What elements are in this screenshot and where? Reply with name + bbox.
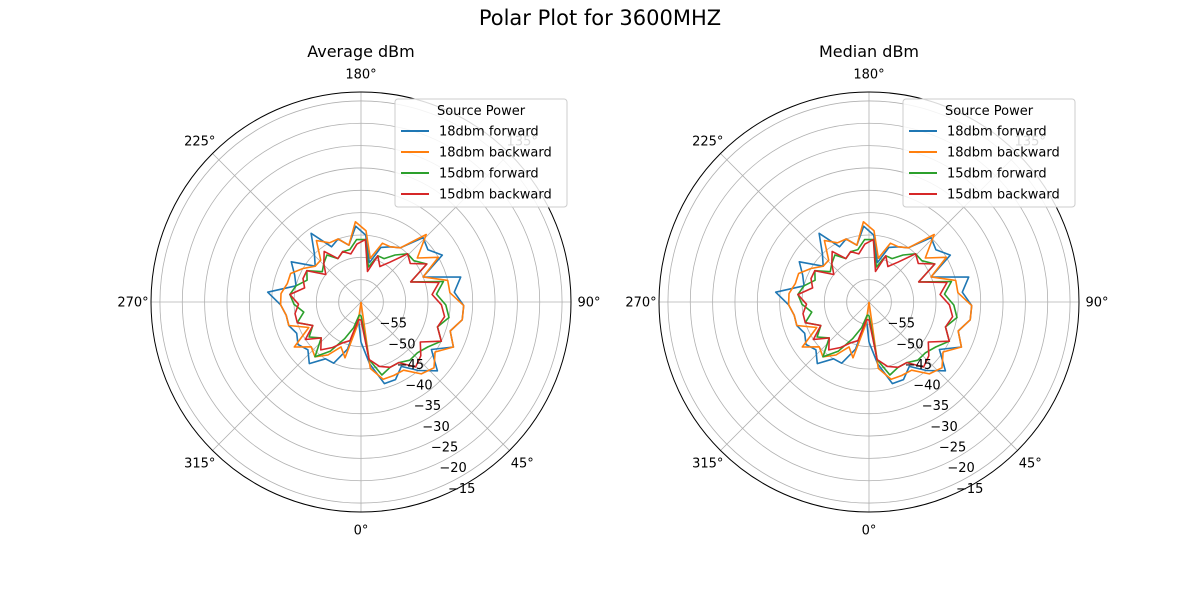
r-tick-label: −20: [947, 461, 974, 476]
legend: Source Power 18dbm forward 18dbm backward 1…: [394, 98, 568, 208]
series-line-15dbm-forward: [289, 238, 450, 376]
subplot-title: Median dBm: [819, 42, 919, 61]
r-tick-label: −55: [888, 317, 915, 332]
polar-spine: [150, 91, 572, 513]
polar-axes-2: 0°45°90°135°180°225°270°315°−55−50−45−40…: [625, 42, 1108, 539]
polar-axes-1: 0°45°90°135°180°225°270°315°−55−50−45−40…: [117, 42, 600, 539]
legend-label: 15dbm backward: [947, 188, 1060, 203]
legend-label: 18dbm backward: [439, 146, 552, 161]
r-tick-label: −25: [939, 440, 966, 455]
r-tick-label: −35: [922, 399, 949, 414]
series-line-18dbm-forward: [774, 225, 973, 385]
r-tick-label: −45: [397, 358, 424, 373]
r-tick-label: −45: [905, 358, 932, 373]
r-tick-label: −30: [930, 420, 957, 435]
legend-title: Source Power: [437, 104, 526, 119]
theta-tick-label: 315°: [184, 457, 215, 472]
r-tick-label: −15: [448, 482, 475, 497]
legend-title: Source Power: [945, 104, 1034, 119]
r-tick-label: −40: [913, 379, 940, 394]
theta-tick-label: 225°: [184, 134, 215, 149]
theta-tick-label: 90°: [1085, 296, 1108, 311]
theta-gridline: [720, 153, 870, 303]
theta-gridline: [720, 301, 870, 451]
theta-gridline: [868, 301, 1018, 451]
polar-spine: [658, 91, 1080, 513]
series-line-15dbm-forward: [797, 238, 958, 376]
r-tick-label: −40: [405, 379, 432, 394]
legend: Source Power 18dbm forward 18dbm backward 1…: [902, 98, 1076, 208]
legend-label: 18dbm forward: [947, 125, 1047, 140]
legend-frame: [902, 98, 1076, 208]
series-line-18dbm-backward: [279, 221, 465, 381]
r-tick-label: −20: [439, 461, 466, 476]
theta-tick-label: 90°: [577, 296, 600, 311]
r-tick-label: −50: [896, 337, 923, 352]
theta-tick-label: 225°: [692, 134, 723, 149]
theta-gridline: [212, 153, 362, 303]
theta-tick-label: 45°: [1019, 457, 1042, 472]
legend-frame: [394, 98, 568, 208]
theta-tick-label: 180°: [345, 68, 376, 83]
series-line-18dbm-backward: [787, 221, 973, 381]
theta-tick-label: 0°: [354, 524, 369, 539]
series-line-18dbm-forward: [266, 225, 465, 385]
theta-tick-label: 315°: [692, 457, 723, 472]
figure-title: Polar Plot for 3600MHZ: [478, 6, 722, 30]
theta-tick-label: 180°: [853, 68, 884, 83]
legend-label: 18dbm backward: [947, 146, 1060, 161]
legend-label: 15dbm forward: [439, 167, 539, 182]
theta-tick-label: 270°: [625, 296, 656, 311]
subplot-title: Average dBm: [307, 42, 415, 61]
r-tick-label: −30: [422, 420, 449, 435]
theta-tick-label: 0°: [862, 524, 877, 539]
legend-label: 18dbm forward: [439, 125, 539, 140]
series-line-15dbm-backward: [289, 238, 446, 369]
r-tick-label: −50: [388, 337, 415, 352]
r-tick-label: −25: [431, 440, 458, 455]
r-tick-label: −35: [414, 399, 441, 414]
theta-tick-label: 270°: [117, 296, 148, 311]
legend-label: 15dbm forward: [947, 167, 1047, 182]
series-line-15dbm-backward: [797, 238, 954, 369]
r-tick-label: −15: [956, 482, 983, 497]
theta-tick-label: 45°: [511, 457, 534, 472]
legend-label: 15dbm backward: [439, 188, 552, 203]
theta-gridline: [360, 301, 510, 451]
theta-gridline: [212, 301, 362, 451]
r-tick-label: −55: [380, 317, 407, 332]
